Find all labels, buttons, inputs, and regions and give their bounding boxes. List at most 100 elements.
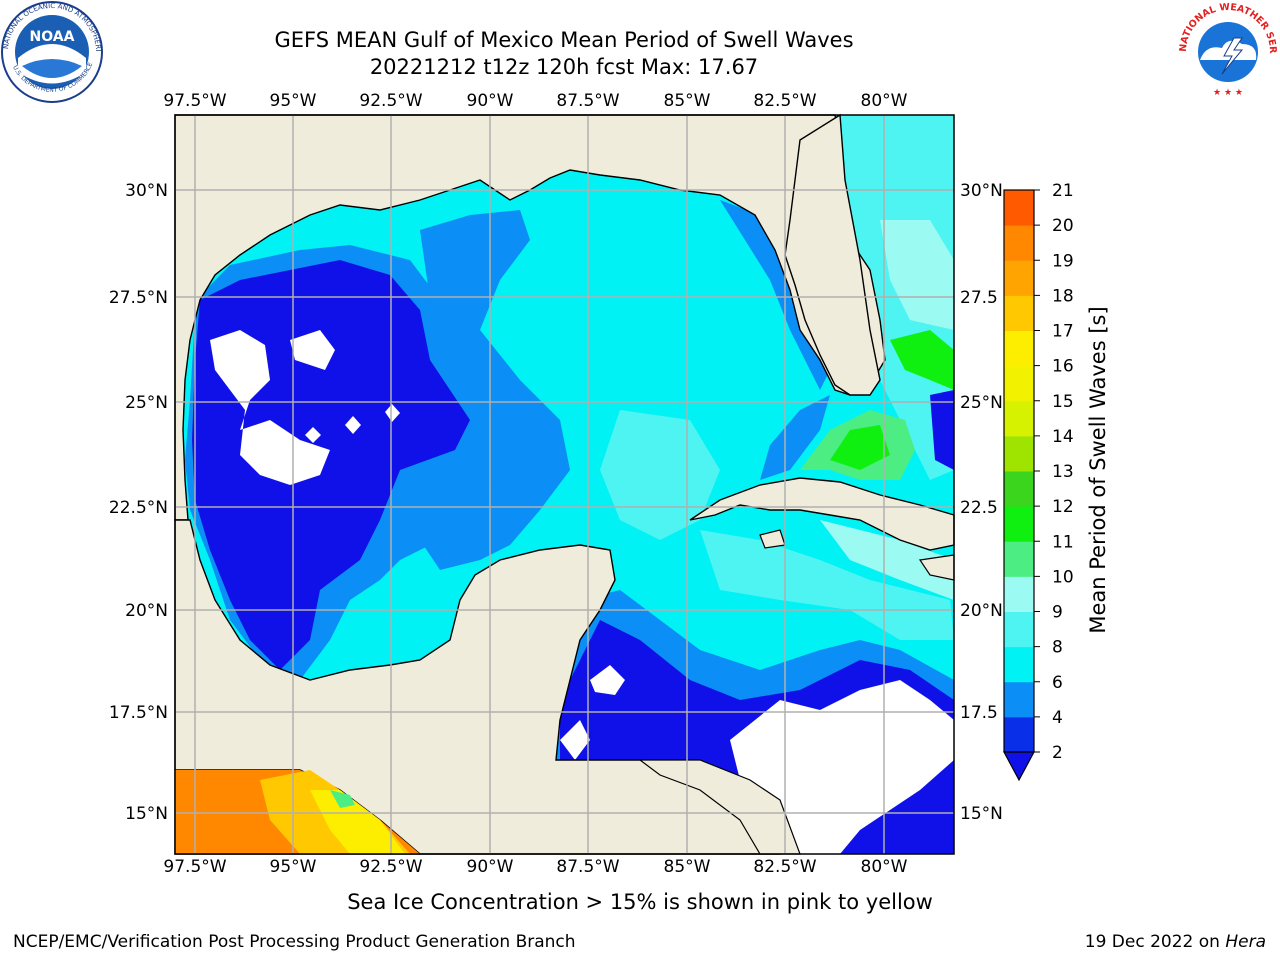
- no-data-dot-1: [385, 404, 400, 422]
- colorbar-tick-15: 20: [1052, 216, 1074, 236]
- colorbar-segment-11: [1004, 330, 1034, 367]
- swell-zone-4s-straits: [760, 395, 830, 480]
- lon-tick-top-2: 92.5°W: [359, 91, 422, 111]
- land-florida: [784, 113, 881, 396]
- lat-tick-left-2: 25°N: [125, 393, 168, 413]
- footer-credit: NCEP/EMC/Verification Post Processing Pr…: [13, 932, 576, 952]
- lon-tick-bottom-1: 95°W: [270, 857, 317, 877]
- map-frame: [174, 114, 955, 855]
- swell-zone-9s-atlantic: [880, 220, 954, 330]
- lat-tick-right-3: 22.5: [960, 498, 998, 518]
- swell-zone-4s-florida-coast: [720, 200, 830, 390]
- lon-tick-top-0: 97.5°W: [163, 91, 226, 111]
- axis-labels: 97.5°W 97.5°W 95°W 95°W 92.5°W 92.5°W 90°W 90°W…: [109, 91, 1003, 877]
- lat-tick-left-4: 20°N: [125, 601, 168, 621]
- swell-zone-9s-caribbean: [820, 520, 954, 600]
- colorbar-segment-3: [1004, 611, 1034, 648]
- noaa-logo-text: NOAA: [30, 29, 75, 45]
- lon-tick-bottom-6: 82.5°W: [753, 857, 816, 877]
- colorbar-segment-9: [1004, 400, 1034, 437]
- swell-zone-11s-bahamas: [830, 425, 890, 470]
- colorbar-tick-10: 15: [1052, 392, 1074, 412]
- colorbar-tick-6: 11: [1052, 532, 1074, 552]
- colorbar-tick-3: 8: [1052, 638, 1063, 658]
- colorbar-tick-9: 14: [1052, 427, 1074, 447]
- colorbar-extend-arrow: [1002, 751, 1036, 782]
- colorbar-tick-13: 18: [1052, 286, 1074, 306]
- lon-tick-bottom-2: 92.5°W: [359, 857, 422, 877]
- footer-date-text: 19 Dec 2022 on: [1084, 932, 1226, 952]
- colorbar-segment-6: [1004, 506, 1034, 542]
- colorbar: 2 4 6 8 9 10 11 12 13 14 15 16 17 18 19 20 21: [1002, 181, 1074, 782]
- footer-host: Hera: [1225, 932, 1266, 952]
- colorbar-tick-1: 4: [1052, 708, 1063, 728]
- colorbar-tick-12: 17: [1052, 322, 1074, 342]
- map-subtitle: 20221212 t12z 120h fcst Max: 17.67: [369, 55, 759, 79]
- no-data-patch-west-2: [290, 330, 335, 370]
- no-data-dot-3: [305, 427, 321, 443]
- no-data-patch-caribbean: [730, 680, 954, 854]
- colorbar-segment-12: [1004, 295, 1034, 331]
- svg-text:★ ★ ★: ★ ★ ★: [1213, 88, 1243, 98]
- lon-tick-bottom-7: 80°W: [861, 857, 908, 877]
- map-grid: [175, 115, 954, 854]
- map-plot-area: [174, 113, 955, 855]
- colorbar-segment-8: [1004, 435, 1034, 472]
- lon-tick-top-1: 95°W: [270, 91, 317, 111]
- colorbar-segment-7: [1004, 471, 1034, 507]
- colorbar-segment-5: [1004, 541, 1034, 577]
- no-data-dot-2: [345, 416, 361, 434]
- swell-zone-2s-atlantic: [930, 390, 954, 470]
- lon-tick-bottom-3: 90°W: [467, 857, 514, 877]
- colorbar-tick-4: 9: [1052, 603, 1063, 623]
- colorbar-segment-15: [1004, 190, 1034, 226]
- colorbar-segment-4: [1004, 576, 1034, 612]
- colorbar-tick-2: 6: [1052, 673, 1063, 693]
- no-data-patch-west: [210, 330, 330, 485]
- colorbar-tick-5: 10: [1052, 567, 1074, 587]
- lon-tick-top-7: 80°W: [861, 91, 908, 111]
- colorbar-label: Mean Period of Swell Waves [s]: [1086, 306, 1110, 634]
- lat-tick-right-2: 25°N: [960, 393, 1003, 413]
- colorbar-tick-14: 19: [1052, 251, 1074, 271]
- lon-tick-bottom-4: 87.5°W: [556, 857, 619, 877]
- lon-tick-top-4: 87.5°W: [556, 91, 619, 111]
- colorbar-tick-7: 12: [1052, 497, 1074, 517]
- map-title: GEFS MEAN Gulf of Mexico Mean Period of …: [274, 28, 854, 52]
- colorbar-tick-16: 21: [1052, 181, 1074, 201]
- sea-ice-note: Sea Ice Concentration > 15% is shown in …: [347, 890, 933, 914]
- lon-tick-top-3: 90°W: [467, 91, 514, 111]
- land-cuba: [689, 477, 955, 551]
- swell-zone-4s-central: [420, 210, 570, 570]
- lon-tick-top-5: 85°W: [664, 91, 711, 111]
- lat-tick-right-1: 27.5: [960, 288, 998, 308]
- lat-tick-left-6: 15°N: [125, 804, 168, 824]
- colorbar-tick-8: 13: [1052, 462, 1074, 482]
- footer-date: 19 Dec 2022 on Hera: [1085, 932, 1266, 952]
- lat-tick-left-0: 30°N: [125, 181, 168, 201]
- colorbar-segment-0: [1004, 716, 1034, 753]
- colorbar-segment-14: [1004, 225, 1034, 261]
- lat-tick-right-5: 17.5: [960, 703, 998, 723]
- lon-tick-bottom-0: 97.5°W: [163, 857, 226, 877]
- nws-logo: NATIONAL WEATHER SERVICE ★ ★ ★: [1176, 0, 1278, 98]
- swell-zone-11s-atlantic: [890, 330, 954, 390]
- swell-zone-8s-caribbean: [700, 530, 954, 640]
- colorbar-tick-0: 2: [1052, 743, 1063, 763]
- lon-tick-bottom-5: 85°W: [664, 857, 711, 877]
- lat-tick-left-1: 27.5°N: [109, 288, 168, 308]
- lat-tick-left-3: 22.5°N: [109, 498, 168, 518]
- lat-tick-right-4: 20°N: [960, 601, 1003, 621]
- lat-tick-right-6: 15°N: [960, 804, 1003, 824]
- no-data-patch-caribbean-3: [560, 720, 590, 760]
- colorbar-segment-2: [1004, 646, 1034, 683]
- lat-tick-right-0: 30°N: [960, 181, 1003, 201]
- colorbar-segment-13: [1004, 260, 1034, 296]
- lat-tick-left-5: 17.5°N: [109, 703, 168, 723]
- colorbar-segment-1: [1004, 681, 1034, 718]
- no-data-patch-caribbean-2: [590, 665, 625, 695]
- noaa-logo: NATIONAL OCEANIC AND ATMOSPHERIC ADMINIS…: [0, 0, 103, 103]
- colorbar-segment-10: [1004, 365, 1034, 402]
- colorbar-tick-11: 16: [1052, 357, 1074, 377]
